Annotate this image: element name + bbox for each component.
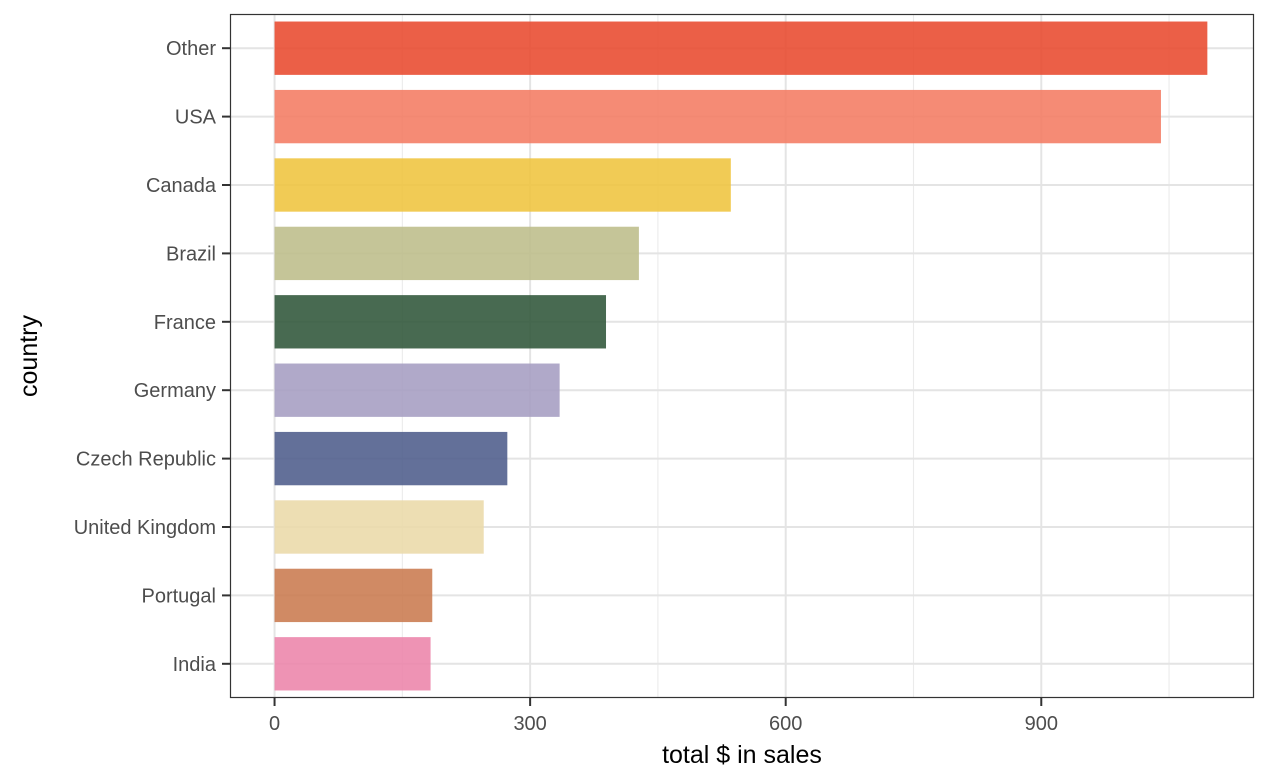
y-tick-label: France [154, 312, 216, 334]
y-tick-label: Brazil [166, 243, 216, 265]
x-tick-label: 300 [513, 713, 546, 735]
bar-brazil [274, 226, 639, 281]
bar-other [274, 21, 1208, 75]
bar-france [274, 295, 607, 349]
x-axis-title: total $ in sales [662, 741, 822, 769]
bar-portugal [274, 568, 433, 623]
y-tick-label: Germany [134, 380, 216, 402]
bar-usa [274, 89, 1161, 144]
plot-panel-border [229, 13, 1255, 699]
bar-united-kingdom [274, 500, 484, 554]
y-axis: Other USA Canada Brazil France Germany Czech R… [74, 38, 230, 676]
bars [274, 21, 1208, 691]
y-tick-label: Canada [146, 175, 217, 197]
y-tick-label: Portugal [142, 585, 217, 607]
y-tick-label: Other [166, 38, 216, 60]
y-tick-label: United Kingdom [74, 517, 216, 539]
bar-germany [274, 363, 560, 417]
y-tick-label: India [173, 654, 217, 676]
y-tick-label: Czech Republic [76, 449, 216, 471]
x-tick-label: 0 [269, 713, 280, 735]
x-tick-label: 600 [769, 713, 802, 735]
bar-canada [274, 158, 731, 212]
x-tick-label: 900 [1025, 713, 1058, 735]
bar-india [274, 637, 431, 691]
bar-czech-republic [274, 431, 508, 486]
y-axis-title: country [15, 315, 43, 397]
x-axis: 0 300 600 900 [269, 698, 1058, 735]
y-tick-label: USA [175, 107, 217, 129]
